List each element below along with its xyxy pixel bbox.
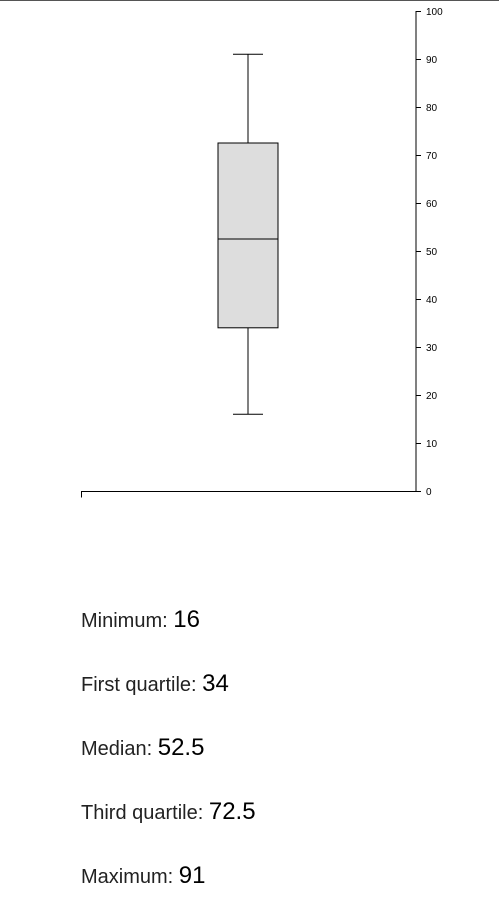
y-tick-label: 30 <box>426 343 438 354</box>
y-tick-label: 100 <box>426 7 443 18</box>
stat-label: Minimum: <box>81 610 174 632</box>
stat-label: Median: <box>81 738 158 760</box>
box-plot <box>217 53 279 415</box>
stat-maximum: Maximum: 91 <box>81 856 481 920</box>
stat-label: Third quartile: <box>81 802 209 824</box>
stat-value: 16 <box>173 606 200 633</box>
stat-value: 34 <box>202 670 229 697</box>
stat-label: First quartile: <box>81 674 203 696</box>
stat-minimum: Minimum: 16 <box>81 600 481 664</box>
y-tick-label: 80 <box>426 103 438 114</box>
y-tick-label: 20 <box>426 391 438 402</box>
x-axis <box>81 491 416 498</box>
interquartile-box <box>217 142 279 329</box>
stat-value: 91 <box>178 862 206 889</box>
summary-statistics: Minimum: 16 First quartile: 34 Median: 5… <box>81 600 481 920</box>
y-tick-label: 40 <box>426 295 438 306</box>
y-tick-label: 60 <box>426 199 438 210</box>
stat-label: Maximum: <box>81 866 179 888</box>
stat-first-quartile: First quartile: 34 <box>81 664 481 728</box>
top-border <box>0 0 499 1</box>
boxplot-chart: 0 10 20 30 40 50 60 70 80 90 100 <box>81 7 443 498</box>
y-tick-label: 0 <box>426 487 432 498</box>
stat-value: 72.5 <box>208 798 256 825</box>
y-tick-label: 70 <box>426 151 438 162</box>
y-axis: 0 10 20 30 40 50 60 70 80 90 100 <box>415 7 443 498</box>
stat-value: 52.5 <box>157 734 205 761</box>
stat-third-quartile: Third quartile: 72.5 <box>81 792 481 856</box>
stat-median: Median: 52.5 <box>81 728 481 792</box>
y-tick-label: 50 <box>426 247 438 258</box>
y-tick-label: 10 <box>426 439 438 450</box>
y-tick-label: 90 <box>426 55 438 66</box>
